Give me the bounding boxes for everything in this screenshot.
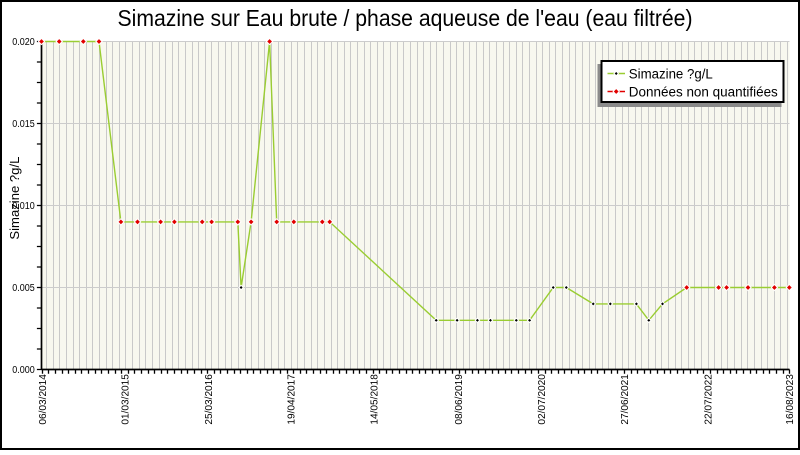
svg-text:14/05/2018: 14/05/2018 bbox=[370, 374, 381, 425]
svg-text:01/03/2015: 01/03/2015 bbox=[121, 374, 132, 425]
svg-text:27/06/2021: 27/06/2021 bbox=[620, 374, 631, 425]
svg-text:06/03/2014: 06/03/2014 bbox=[38, 374, 49, 425]
svg-text:16/08/2023: 16/08/2023 bbox=[785, 374, 796, 425]
svg-text:Simazine sur Eau brute / phase: Simazine sur Eau brute / phase aqueuse d… bbox=[118, 5, 693, 31]
svg-text:0.010: 0.010 bbox=[12, 201, 35, 212]
svg-text:02/07/2020: 02/07/2020 bbox=[537, 374, 548, 425]
svg-text:Données non quantifiées: Données non quantifiées bbox=[629, 84, 778, 99]
svg-text:Simazine ?g/L: Simazine ?g/L bbox=[7, 157, 22, 240]
svg-text:25/03/2016: 25/03/2016 bbox=[204, 374, 215, 425]
svg-text:0.015: 0.015 bbox=[12, 119, 35, 130]
svg-text:22/07/2022: 22/07/2022 bbox=[704, 374, 715, 425]
svg-text:Simazine ?g/L: Simazine ?g/L bbox=[629, 66, 713, 81]
svg-text:0.005: 0.005 bbox=[12, 283, 35, 294]
svg-text:0.000: 0.000 bbox=[12, 365, 35, 376]
svg-text:19/04/2017: 19/04/2017 bbox=[287, 374, 298, 425]
svg-text:08/06/2019: 08/06/2019 bbox=[454, 374, 465, 425]
svg-text:0.020: 0.020 bbox=[12, 37, 35, 48]
